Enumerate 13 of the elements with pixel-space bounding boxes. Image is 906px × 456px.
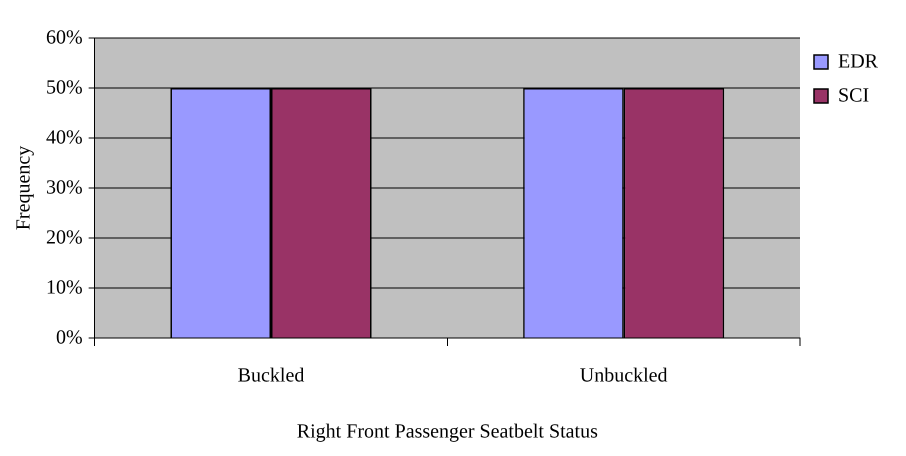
y-axis-title: Frequency — [12, 146, 34, 230]
y-tick-label: 60% — [46, 26, 83, 48]
x-axis-title: Right Front Passenger Seatbelt Status — [296, 420, 598, 442]
y-tick-label: 50% — [46, 76, 83, 98]
legend-label: SCI — [838, 84, 870, 106]
y-tick-label: 20% — [46, 226, 83, 248]
y-tick-label: 40% — [46, 126, 83, 148]
x-tick-label: Buckled — [238, 364, 304, 386]
x-tick-label: Unbuckled — [580, 364, 668, 386]
y-tick-label: 30% — [46, 176, 83, 198]
y-tick-label: 0% — [56, 326, 83, 348]
y-tick-label: 10% — [46, 276, 83, 298]
legend-label: EDR — [838, 50, 879, 72]
